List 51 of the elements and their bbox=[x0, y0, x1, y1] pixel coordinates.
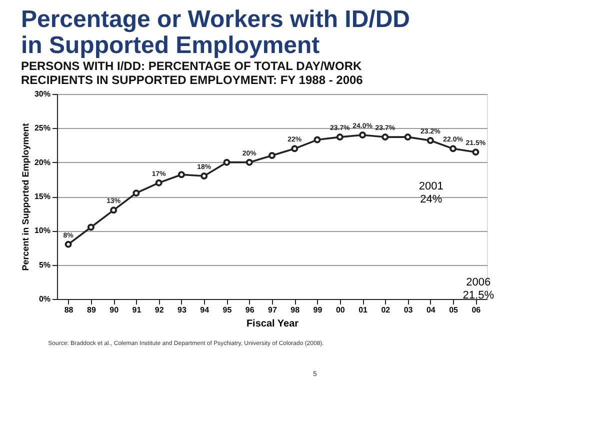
y-tick-label: 5% bbox=[38, 260, 50, 270]
x-tick-label: 99 bbox=[313, 306, 323, 314]
y-tick-label: 25% bbox=[34, 124, 50, 133]
x-tick-label: 89 bbox=[86, 306, 96, 314]
y-axis-title: Percent in Supported Employment bbox=[20, 123, 30, 271]
x-tick-label: 05 bbox=[449, 306, 459, 314]
x-axis-title: Fiscal Year bbox=[246, 318, 299, 330]
point bbox=[200, 172, 208, 180]
chart-subtitle: PERSONS WITH I/DD: PERCENTAGE OF TOTAL DAY/WORK RECIPIENTS IN SUPPORTED EMPLOYMENT: FY 1988 - 2006 bbox=[20, 59, 364, 87]
point bbox=[472, 148, 480, 156]
point bbox=[404, 134, 412, 141]
x-tick-label: 02 bbox=[381, 306, 391, 314]
x-tick-label: 98 bbox=[290, 306, 300, 314]
x-tick-label: 00 bbox=[336, 306, 346, 314]
point bbox=[336, 134, 344, 141]
x-tick-label: 88 bbox=[64, 306, 74, 314]
y-tick-label: 10% bbox=[34, 226, 50, 236]
point bbox=[426, 136, 434, 144]
point bbox=[178, 171, 185, 178]
x-tick-label: 91 bbox=[132, 306, 142, 314]
x-tick-label: 95 bbox=[222, 306, 232, 314]
point bbox=[64, 240, 72, 248]
x-tick-label: 96 bbox=[245, 306, 255, 314]
x-tick-label: 03 bbox=[404, 306, 414, 314]
point bbox=[110, 206, 118, 214]
annotation: 2006 21.5% bbox=[462, 276, 494, 302]
x-tick-label: 93 bbox=[178, 306, 187, 314]
point bbox=[155, 179, 162, 186]
y-tick-label: 30% bbox=[34, 90, 50, 98]
point bbox=[223, 158, 230, 166]
point bbox=[246, 158, 253, 166]
point bbox=[291, 145, 298, 152]
x-tick-label: 92 bbox=[154, 306, 164, 314]
y-tick-label: 15% bbox=[34, 192, 50, 201]
point bbox=[268, 152, 276, 159]
point bbox=[87, 224, 94, 231]
chart-title: Percentage or Workers with ID/DD in Supported Employment bbox=[20, 6, 410, 59]
y-tick-label: 20% bbox=[34, 158, 50, 167]
x-tick-label: 94 bbox=[200, 306, 210, 314]
annotation: 2001 24% bbox=[418, 180, 444, 206]
point bbox=[359, 132, 366, 138]
point bbox=[132, 190, 140, 197]
x-tick-label: 90 bbox=[110, 306, 120, 314]
point bbox=[450, 145, 457, 152]
point bbox=[314, 136, 321, 144]
y-tick-label: 0% bbox=[38, 294, 50, 304]
point bbox=[382, 134, 389, 141]
x-tick-label: 01 bbox=[358, 306, 368, 314]
x-tick-label: 06 bbox=[472, 306, 482, 314]
x-tick-label: 97 bbox=[268, 306, 278, 314]
x-tick-label: 04 bbox=[426, 306, 436, 314]
